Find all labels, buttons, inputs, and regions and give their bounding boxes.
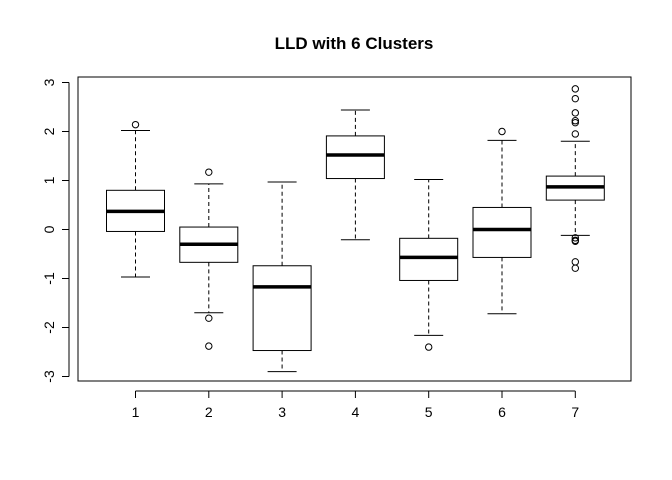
y-tick-label: 1 <box>41 176 57 184</box>
box-iqr <box>472 206 532 258</box>
x-tick-label: 7 <box>571 404 579 420</box>
y-tick-label: -3 <box>41 370 57 383</box>
x-tick-label: 4 <box>352 404 360 420</box>
outlier-point <box>571 117 579 125</box>
outlier-point <box>571 258 579 266</box>
outlier-point <box>571 237 579 245</box>
outlier-point <box>571 94 579 103</box>
outlier-point <box>425 343 433 351</box>
box-iqr <box>325 135 385 180</box>
outlier-point <box>131 120 140 129</box>
outlier-point <box>571 264 579 272</box>
outlier-point <box>571 118 579 127</box>
box-iqr <box>399 237 459 281</box>
x-tick-label: 6 <box>498 404 506 420</box>
outlier-point <box>571 85 579 93</box>
outlier-point <box>571 234 579 242</box>
y-tick-label: -2 <box>41 321 57 334</box>
x-tick-label: 1 <box>132 404 140 420</box>
outlier-point <box>205 168 213 176</box>
outlier-point <box>571 109 579 117</box>
x-tick-label: 3 <box>278 404 286 420</box>
y-tick-label: 2 <box>41 127 57 135</box>
outlier-point <box>205 314 213 322</box>
y-tick-label: -1 <box>41 272 57 285</box>
box-iqr <box>252 265 312 352</box>
x-tick-label: 2 <box>205 404 213 420</box>
plot-frame <box>77 76 632 382</box>
y-tick-label: 3 <box>41 78 57 86</box>
x-tick-label: 5 <box>425 404 433 420</box>
chart-title: LLD with 6 Clusters <box>275 34 434 53</box>
y-tick-label: 0 <box>41 225 57 233</box>
outlier-point <box>571 130 579 138</box>
outlier-point <box>205 342 213 350</box>
outlier-point <box>498 127 506 136</box>
